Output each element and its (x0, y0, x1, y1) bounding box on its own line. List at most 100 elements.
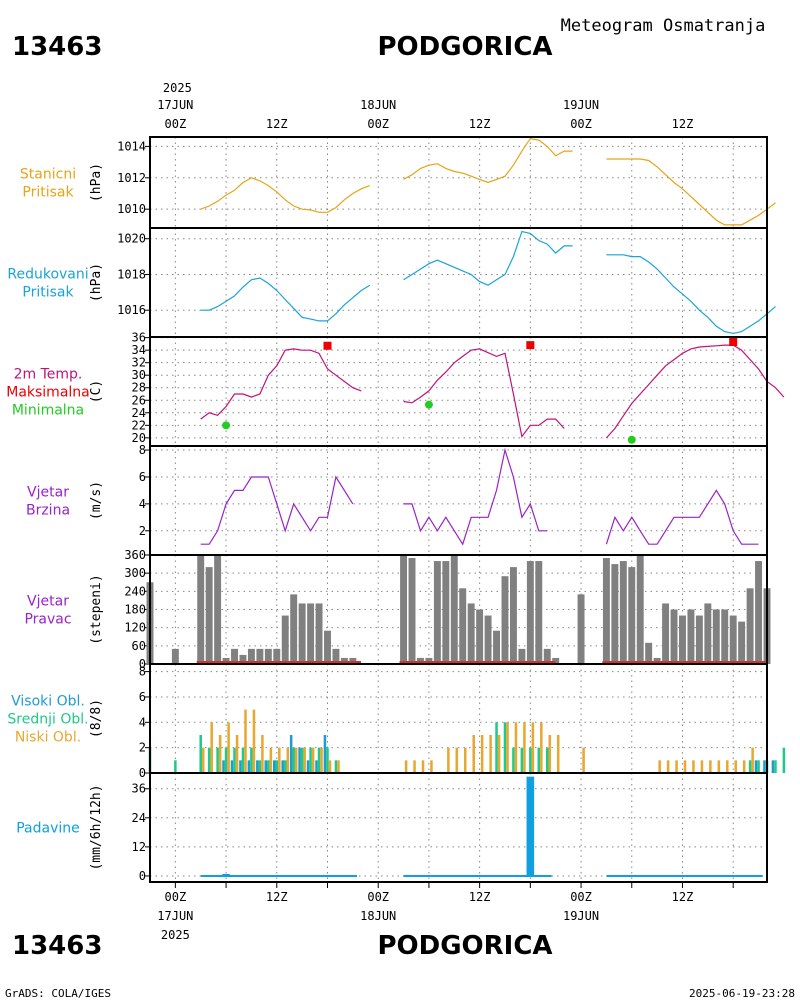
cloud-bar (480, 734, 484, 773)
tmin-marker (222, 421, 231, 430)
tmax-marker (323, 341, 332, 350)
y-tick-label: 30 (132, 368, 146, 382)
top-year-label: 2025 (163, 81, 192, 95)
cloud-bar (320, 747, 323, 773)
top-date-label-0: 17JUN (157, 98, 193, 112)
wind-dir-bar (281, 615, 289, 664)
tmin-marker (627, 435, 636, 444)
cloud-bar (250, 747, 253, 773)
wind-dir-bar (653, 657, 661, 664)
precip-bar (526, 776, 535, 876)
top-hour-label-0: 00Z (165, 117, 187, 131)
y-tick-label: 22 (132, 418, 146, 432)
bottom-hour-label-4: 00Z (570, 890, 592, 904)
wind-dir-bar (738, 621, 746, 664)
cloud-bar (256, 760, 259, 773)
bottom-date-label-4: 19JUN (563, 909, 599, 923)
wind-dir-bar (543, 648, 551, 664)
wind-dir-bar (324, 630, 331, 664)
series-line-reduced_pressure (606, 254, 776, 335)
cloud-bar (286, 747, 290, 773)
wind-dir-bar (400, 555, 408, 664)
wind-dir-bar (290, 594, 298, 664)
y-tick-label: 4 (139, 497, 146, 511)
series-line-wind_speed (605, 489, 759, 545)
wind-dir-bar (273, 648, 281, 664)
series-line-station_pressure (200, 177, 371, 213)
top-date-label-2: 18JUN (360, 98, 396, 112)
cloud-bar (582, 747, 585, 773)
wind-dir-bar (518, 648, 526, 664)
y-tick-label: 300 (124, 566, 146, 580)
wind-dir-bar (408, 558, 416, 664)
wind-dir-bar (307, 603, 315, 664)
cloud-bar (757, 760, 760, 773)
cloud-bar (326, 747, 329, 773)
cloud-bar (261, 734, 264, 773)
panel-station_pressure: 1010 1012 1014 (hPa) Stanicni Pritisak (20, 136, 776, 229)
y-axis-label: (8/8) (89, 699, 104, 738)
cloud-bar (537, 747, 541, 773)
cloud-bar (771, 760, 775, 773)
cloud-bar (244, 709, 247, 773)
wind-dir-bar (264, 648, 272, 664)
y-tick-label: 6 (139, 690, 146, 704)
top-date-label-4: 19JUN (563, 98, 599, 112)
panel-title-line: Vjetar (27, 594, 69, 610)
panel-title-line: Stanicni (20, 167, 76, 183)
panel-wind_direction: 0 60 120 180 240 300 360 (stepeni) Vjetar Pravac (24, 548, 771, 671)
cloud-bar (216, 747, 219, 773)
cloud-bar (306, 760, 310, 773)
y-tick-label: 6 (139, 470, 146, 484)
wind-dir-bar (535, 561, 543, 664)
cloud-bar (455, 747, 459, 773)
tmax-marker (526, 341, 535, 350)
top-hour-label-1: 12Z (266, 117, 288, 131)
panel-title-line: Pravac (24, 612, 71, 628)
wind-dir-bar (433, 561, 441, 664)
cloud-bar (224, 747, 228, 773)
y-tick-label: 1020 (117, 232, 146, 246)
wind-dir-bar (315, 603, 323, 664)
wind-dir-bar (484, 615, 492, 664)
cloud-bar (763, 760, 766, 773)
panel-frame (149, 336, 768, 447)
station-id-bottom: 13463 (12, 931, 102, 961)
series-line-station_pressure (403, 137, 573, 184)
cloud-bar (472, 734, 475, 773)
series-line-wind_speed (200, 475, 354, 545)
wind-dir-bar (628, 567, 636, 664)
wind-dir-bar (442, 561, 450, 664)
cloud-bar (278, 747, 281, 773)
cloud-bar (548, 734, 552, 773)
cloud-bar (666, 760, 670, 773)
series-line-station_pressure (606, 158, 776, 226)
cloud-bar (292, 747, 295, 773)
tmax-marker (729, 338, 738, 347)
cloud-bar (709, 760, 712, 773)
wind-dir-bar (636, 555, 644, 664)
cloud-bar (258, 760, 262, 773)
station-id-top: 13463 (12, 32, 102, 62)
bottom-hour-label-0: 00Z (165, 890, 187, 904)
series-line-reduced_pressure (200, 277, 371, 322)
wind-dir-bar (349, 657, 357, 664)
cloud-bar (463, 747, 467, 773)
wind-dir-bar (611, 564, 619, 664)
panel-title-line: Srednji Obl. (7, 712, 88, 728)
cloud-bar (421, 760, 425, 773)
panel-frame (149, 772, 768, 883)
y-tick-label: 2 (139, 741, 146, 755)
wind-dir-bar (214, 555, 222, 664)
cloud-bar (207, 747, 211, 773)
wind-dir-bar (205, 567, 213, 664)
y-axis-label: (C) (89, 380, 104, 403)
panel-title-line: 2m Temp. (14, 367, 83, 383)
wind-dir-bar (645, 642, 653, 664)
cloud-bar (497, 734, 501, 773)
panel-title-line: Vjetar (27, 485, 69, 501)
precip-bar (222, 874, 230, 876)
y-tick-label: 1012 (117, 171, 146, 185)
top-hour-label-4: 00Z (570, 117, 592, 131)
cloud-bar (174, 760, 177, 773)
